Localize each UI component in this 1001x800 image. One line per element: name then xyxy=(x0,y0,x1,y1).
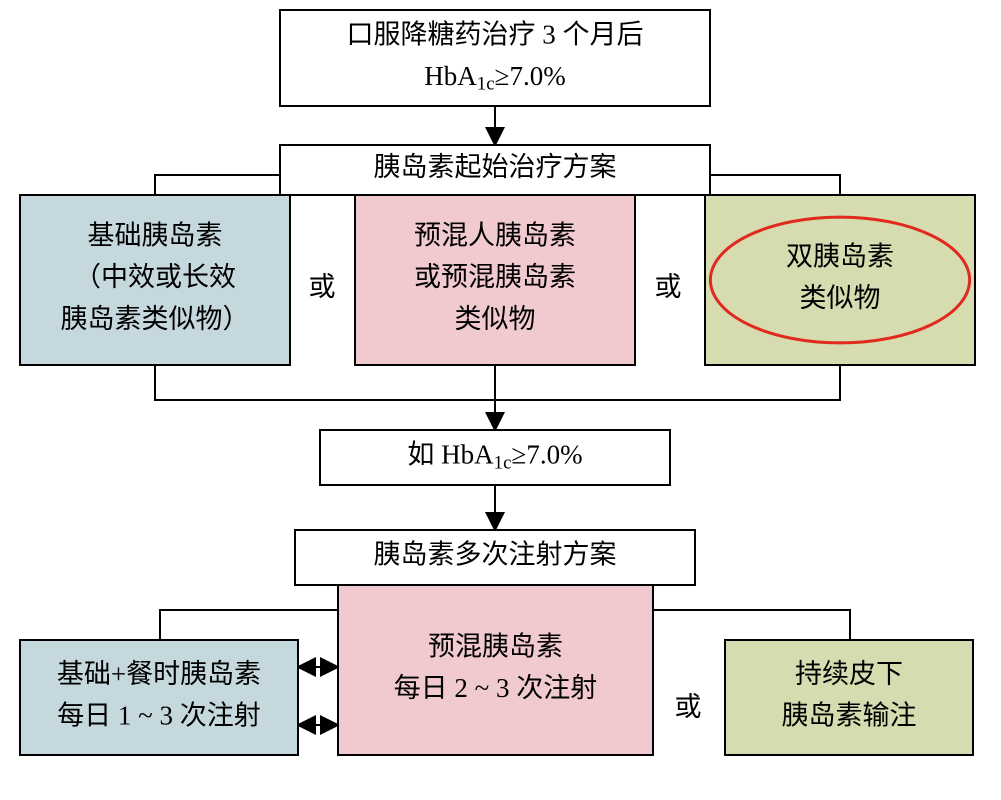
svg-text:预混胰岛素: 预混胰岛素 xyxy=(428,631,563,661)
svg-text:（中效或长效: （中效或长效 xyxy=(74,262,236,292)
svg-text:基础+餐时胰岛素: 基础+餐时胰岛素 xyxy=(57,659,261,689)
svg-text:口服降糖药治疗 3 个月后: 口服降糖药治疗 3 个月后 xyxy=(347,19,644,49)
svg-text:或预混胰岛素: 或预混胰岛素 xyxy=(414,262,576,292)
svg-text:持续皮下: 持续皮下 xyxy=(795,659,903,689)
svg-text:每日 2 ~ 3 次注射: 每日 2 ~ 3 次注射 xyxy=(394,673,598,703)
svg-text:基础胰岛素: 基础胰岛素 xyxy=(88,220,223,250)
svg-text:胰岛素多次注射方案: 胰岛素多次注射方案 xyxy=(374,540,617,570)
svg-text:HbA1c≥7.0%: HbA1c≥7.0% xyxy=(424,61,565,95)
svg-text:胰岛素类似物）: 胰岛素类似物） xyxy=(61,304,250,334)
svg-text:预混人胰岛素: 预混人胰岛素 xyxy=(414,220,576,250)
svg-text:类似物: 类似物 xyxy=(800,283,881,313)
svg-text:双胰岛素: 双胰岛素 xyxy=(786,241,894,271)
svg-text:或: 或 xyxy=(309,272,336,302)
svg-text:类似物: 类似物 xyxy=(455,304,536,334)
svg-text:胰岛素起始治疗方案: 胰岛素起始治疗方案 xyxy=(374,152,617,182)
svg-text:或: 或 xyxy=(675,692,702,722)
svg-text:或: 或 xyxy=(655,272,682,302)
svg-text:胰岛素输注: 胰岛素输注 xyxy=(782,701,917,731)
svg-text:每日 1 ~ 3 次注射: 每日 1 ~ 3 次注射 xyxy=(57,701,261,731)
